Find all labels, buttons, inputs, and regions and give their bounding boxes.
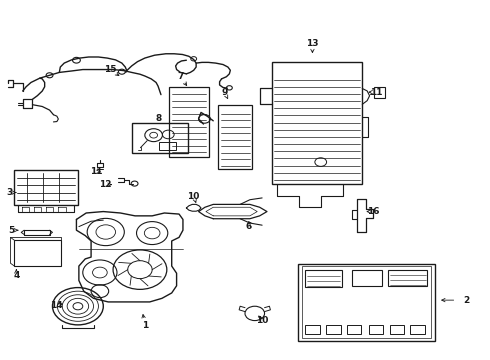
Text: 6: 6 <box>246 222 252 231</box>
Bar <box>346 325 361 334</box>
Text: 1: 1 <box>142 321 148 330</box>
Bar <box>305 325 320 334</box>
Bar <box>388 270 427 286</box>
Text: 7: 7 <box>177 72 184 81</box>
Text: 8: 8 <box>155 114 162 123</box>
Text: 13: 13 <box>306 39 318 48</box>
Bar <box>305 270 342 287</box>
Text: 16: 16 <box>367 207 380 216</box>
Bar <box>368 325 383 334</box>
Bar <box>298 264 435 341</box>
Bar <box>14 170 78 205</box>
Text: 5: 5 <box>8 226 15 235</box>
Text: 9: 9 <box>221 87 228 96</box>
Text: 15: 15 <box>104 65 117 74</box>
Text: 11: 11 <box>90 167 102 176</box>
Text: 11: 11 <box>369 87 382 96</box>
Bar <box>302 266 431 338</box>
Text: 3: 3 <box>6 188 13 197</box>
Text: 10: 10 <box>188 192 200 201</box>
Bar <box>351 270 382 286</box>
Bar <box>14 240 61 266</box>
Text: 10: 10 <box>256 316 269 325</box>
Bar <box>272 62 362 184</box>
Bar <box>390 325 404 334</box>
Bar <box>374 87 385 98</box>
Bar <box>410 325 425 334</box>
Text: 12: 12 <box>99 180 112 189</box>
Text: 4: 4 <box>13 270 20 279</box>
Bar <box>132 123 188 153</box>
Text: 14: 14 <box>49 301 62 310</box>
Bar <box>326 325 341 334</box>
Bar <box>169 87 209 157</box>
Text: 2: 2 <box>463 296 469 305</box>
Bar <box>159 141 175 149</box>
Bar <box>218 105 252 169</box>
